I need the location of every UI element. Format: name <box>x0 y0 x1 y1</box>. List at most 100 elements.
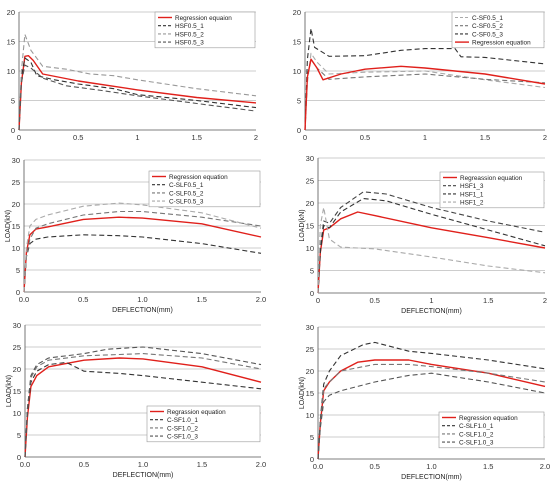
legend-label: C-SLF0.5_1 <box>169 182 204 189</box>
x-tick-label: 1 <box>429 296 433 305</box>
legend-label: HSF0.5_1 <box>175 23 204 30</box>
y-tick-label: 10 <box>306 244 314 253</box>
x-tick-label: 2 <box>543 296 547 305</box>
series-line-4 <box>23 202 262 293</box>
y-tick-label: 0 <box>310 289 314 298</box>
legend-label: C-SLF1.0_2 <box>459 431 494 438</box>
y-tick-label: 25 <box>12 178 20 187</box>
x-tick-label: 0.5 <box>370 296 380 305</box>
legend-label: Regression equation <box>472 40 531 47</box>
x-tick-label: 1.5 <box>192 133 202 142</box>
legend-label: HSF1_1 <box>460 191 484 198</box>
chart-panel-2: 0 5 10 15 20 0 0.5 1 1.5 2 C-SF0.5_1C-SF0.5_2C-SF0… <box>293 8 547 142</box>
y-tick-label: 20 <box>7 8 15 17</box>
x-tick-label: 2 <box>543 133 547 142</box>
legend-box <box>154 11 256 49</box>
y-tick-label: 15 <box>293 38 301 47</box>
x-axis-title: DEFLECTION(mm) <box>113 472 174 479</box>
y-tick-label: 10 <box>13 409 21 418</box>
x-tick-label: 0 <box>316 296 320 305</box>
chart-panel-4: 0 5 10 15 20 25 30 0 0.5 1 1.5 2 DEFLECTION(mm) LOAD(… <box>299 154 547 315</box>
x-tick-label: 1.0 <box>426 462 436 471</box>
x-tick-label: 2.0 <box>256 460 266 469</box>
y-tick-label: 20 <box>293 8 301 17</box>
legend-label: Regrassion equation <box>167 409 226 416</box>
x-tick-label: 0.5 <box>79 460 89 469</box>
series-line-1 <box>18 55 257 131</box>
y-tick-label: 5 <box>310 433 314 442</box>
y-tick-label: 20 <box>306 367 314 376</box>
series-line-4 <box>317 206 546 294</box>
series-line-1 <box>24 357 262 458</box>
legend-label: C-SF1.0_2 <box>167 425 198 432</box>
y-axis-title: LOAD(kN) <box>299 209 306 241</box>
chart-panel-6: 0 5 10 15 20 25 30 0.0 0.5 1.0 1.5 2.0 DEFLECTION(mm… <box>299 323 550 481</box>
x-axis-title: DEFLECTION(mm) <box>401 308 462 315</box>
legend-label: Regreassion equation <box>460 175 523 182</box>
y-tick-label: 15 <box>12 222 20 231</box>
y-tick-label: 5 <box>17 431 21 440</box>
x-tick-label: 0 <box>17 133 21 142</box>
x-tick-label: 0.0 <box>19 295 29 304</box>
series-line-4 <box>18 64 257 131</box>
y-tick-label: 0 <box>310 455 314 464</box>
y-axis-title: LOAD(kN) <box>6 375 13 407</box>
y-tick-label: 0 <box>16 288 20 297</box>
legend-label: C-SLF0.5_3 <box>169 199 204 206</box>
legend-label: Regression equaion <box>175 15 232 22</box>
series-line-3 <box>23 210 262 293</box>
y-tick-label: 20 <box>306 199 314 208</box>
x-tick-label: 0.5 <box>370 462 380 471</box>
series-line-3 <box>24 353 262 458</box>
x-tick-label: 0.0 <box>313 462 323 471</box>
y-tick-label: 10 <box>12 244 20 253</box>
legend-box <box>148 170 261 208</box>
x-tick-label: 2.0 <box>540 462 550 471</box>
series-line-1 <box>317 211 546 294</box>
y-axis-title: LOAD(kN) <box>5 210 12 242</box>
series-line-4 <box>24 346 262 458</box>
legend-label: C-SLF0.5_2 <box>169 190 204 197</box>
x-tick-label: 1 <box>135 133 139 142</box>
x-tick-label: 1 <box>423 133 427 142</box>
legend-label: HSF1_3 <box>460 183 484 190</box>
legend-label: C-SLF1.0_3 <box>459 440 494 447</box>
y-tick-label: 10 <box>7 67 15 76</box>
y-axis-title: LOAD(kN) <box>299 377 306 409</box>
y-tick-label: 5 <box>310 267 314 276</box>
y-tick-label: 0 <box>17 453 21 462</box>
x-tick-label: 2 <box>254 133 258 142</box>
legend-box <box>146 405 261 443</box>
x-tick-label: 1.0 <box>137 295 147 304</box>
series-line-1 <box>304 52 546 131</box>
series-line-1 <box>23 216 262 293</box>
y-tick-label: 10 <box>293 67 301 76</box>
legend-box <box>438 411 545 449</box>
y-tick-label: 5 <box>297 97 301 106</box>
legend-label: C-SF0.5_3 <box>472 31 503 38</box>
y-tick-label: 30 <box>12 156 20 165</box>
y-tick-label: 0 <box>297 126 301 135</box>
series-line-3 <box>317 363 546 460</box>
x-tick-label: 0.5 <box>78 295 88 304</box>
legend-label: C-SF1.0_1 <box>167 417 198 424</box>
legend-label: Regression equation <box>169 174 228 181</box>
y-tick-label: 15 <box>306 222 314 231</box>
legend-label: C-SLF1.0_1 <box>459 423 494 430</box>
legend-label: Regression equation <box>459 415 518 422</box>
y-tick-label: 20 <box>13 365 21 374</box>
x-tick-label: 2.0 <box>256 295 266 304</box>
y-tick-label: 10 <box>306 411 314 420</box>
y-tick-label: 30 <box>306 323 314 332</box>
y-tick-label: 0 <box>11 126 15 135</box>
legend-label: HSF1_2 <box>460 200 484 207</box>
x-tick-label: 0.5 <box>73 133 83 142</box>
series-line-3 <box>18 33 257 131</box>
x-tick-label: 1.5 <box>483 296 493 305</box>
chart-panel-5: 0 5 10 15 20 25 30 0.0 0.5 1.0 1.5 2.0 DEFLECTION(mm… <box>6 321 266 479</box>
series-line-2 <box>317 191 546 294</box>
